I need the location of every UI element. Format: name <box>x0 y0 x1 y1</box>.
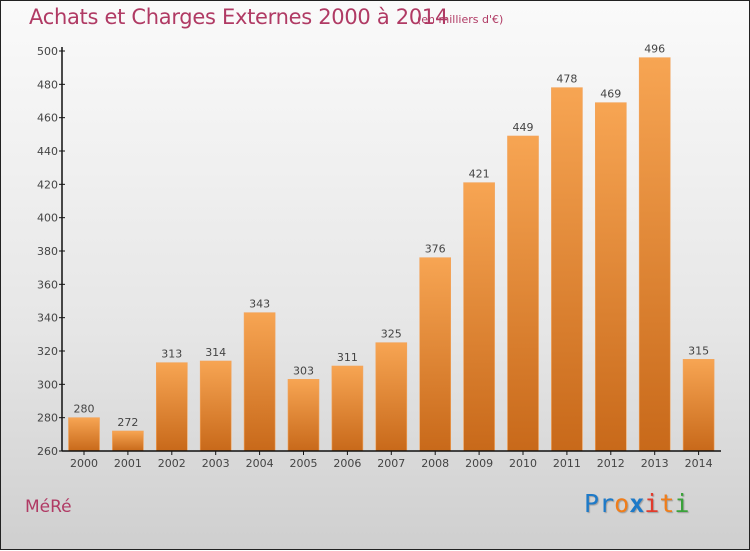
logo-letter: t <box>659 489 675 518</box>
logo-letter: o <box>614 489 630 518</box>
y-tick-label-500: 500 <box>37 45 58 58</box>
value-label-2011: 478 <box>556 73 577 86</box>
bar-2005 <box>287 379 320 452</box>
bar-2006 <box>331 365 364 452</box>
bar-2010 <box>507 135 539 452</box>
bar-2011 <box>551 87 583 452</box>
bar-2002 <box>156 362 188 452</box>
x-tick-label-2012: 2012 <box>597 457 625 470</box>
bar-2003 <box>199 360 232 452</box>
value-label-2006: 311 <box>337 351 358 364</box>
city-name: MéRé <box>25 497 72 517</box>
logo-letter: i <box>674 489 690 518</box>
value-label-2005: 303 <box>293 364 314 377</box>
bar-2014 <box>682 359 715 452</box>
value-label-2008: 376 <box>425 243 446 256</box>
value-label-2009: 421 <box>469 168 490 181</box>
value-label-2000: 280 <box>74 403 95 416</box>
x-tick-label-2001: 2001 <box>114 457 142 470</box>
bar-2000 <box>68 417 100 452</box>
value-label-2012: 469 <box>600 88 621 101</box>
value-label-2007: 325 <box>381 328 402 341</box>
y-tick-label-360: 360 <box>37 278 58 291</box>
logo-letter: P <box>584 489 600 518</box>
x-tick-label-2011: 2011 <box>553 457 581 470</box>
bar-2009 <box>463 182 495 452</box>
x-tick-label-2003: 2003 <box>202 457 230 470</box>
y-tick-label-260: 260 <box>37 445 58 458</box>
y-tick-label-300: 300 <box>37 378 58 391</box>
y-tick-label-480: 480 <box>37 78 58 91</box>
x-tick-label-2000: 2000 <box>70 457 98 470</box>
y-tick-label-380: 380 <box>37 245 58 258</box>
x-tick-label-2007: 2007 <box>377 457 405 470</box>
x-tick-label-2010: 2010 <box>509 457 537 470</box>
logo-letter: i <box>644 489 660 518</box>
bar-2013 <box>638 57 671 452</box>
value-label-2013: 496 <box>644 43 665 56</box>
bar-2007 <box>375 342 408 452</box>
chart-title: Achats et Charges Externes 2000 à 2014 <box>29 5 449 29</box>
x-tick-label-2014: 2014 <box>685 457 713 470</box>
x-tick-label-2013: 2013 <box>641 457 669 470</box>
y-tick-label-320: 320 <box>37 345 58 358</box>
x-tick-label-2008: 2008 <box>421 457 449 470</box>
x-tick-label-2006: 2006 <box>333 457 361 470</box>
value-label-2003: 314 <box>205 346 226 359</box>
value-label-2002: 313 <box>161 348 182 361</box>
y-tick-label-400: 400 <box>37 212 58 225</box>
logo-letter: x <box>629 489 645 518</box>
value-label-2004: 343 <box>249 298 270 311</box>
y-tick-label-340: 340 <box>37 312 58 325</box>
x-tick-label-2005: 2005 <box>290 457 318 470</box>
value-label-2010: 449 <box>513 121 534 134</box>
value-label-2014: 315 <box>688 344 709 357</box>
y-tick-label-420: 420 <box>37 178 58 191</box>
value-label-2001: 272 <box>117 416 138 429</box>
x-tick-label-2004: 2004 <box>246 457 274 470</box>
proxiti-logo[interactable]: Proxiti <box>584 489 689 518</box>
x-tick-label-2002: 2002 <box>158 457 186 470</box>
chart-subtitle: (en milliers d'€) <box>417 13 504 26</box>
bar-2008 <box>419 257 452 452</box>
y-tick-label-440: 440 <box>37 145 58 158</box>
bar-2012 <box>594 102 627 452</box>
y-tick-label-280: 280 <box>37 412 58 425</box>
logo-letter: r <box>599 489 615 518</box>
bar-2004 <box>243 312 276 452</box>
bar-2001 <box>112 430 144 452</box>
x-tick-label-2009: 2009 <box>465 457 493 470</box>
y-tick-label-460: 460 <box>37 112 58 125</box>
